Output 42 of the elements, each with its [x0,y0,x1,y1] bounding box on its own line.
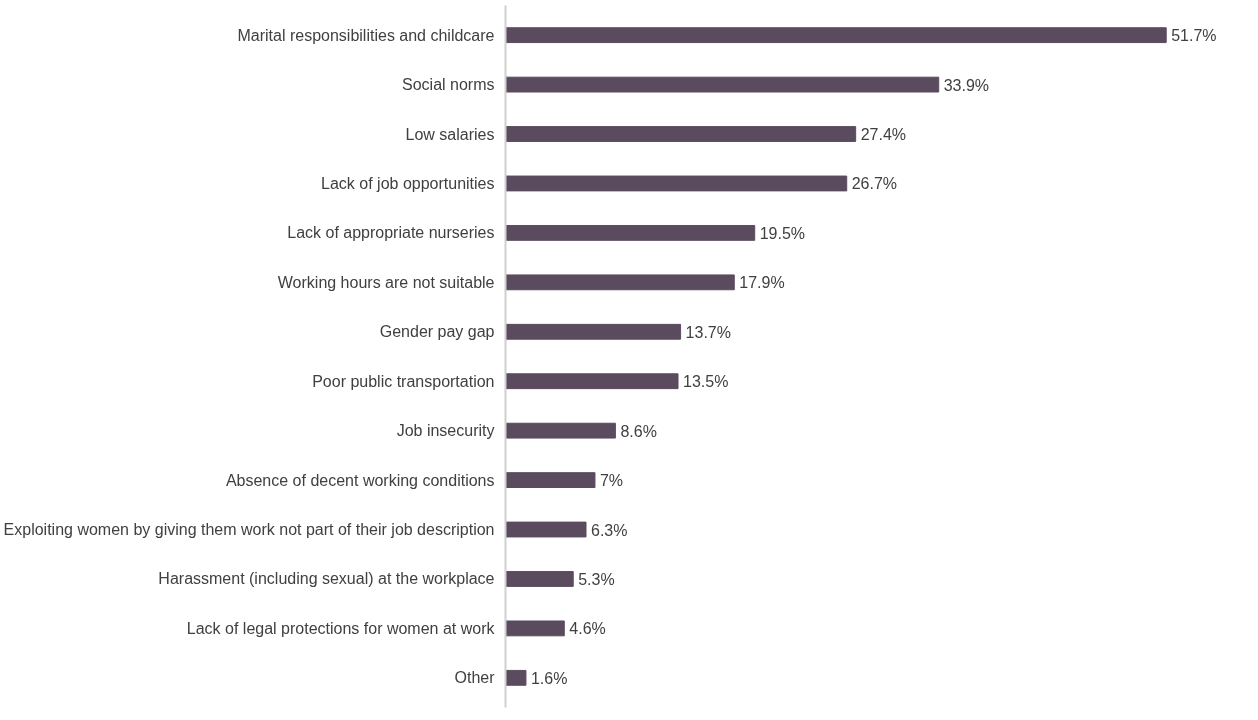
y-tick-label: Job insecurity [396,422,495,440]
bar [505,571,574,587]
bar [505,669,527,686]
data-label: 33.9% [943,76,990,94]
data-label: 26.7% [851,175,898,193]
bar [505,323,682,340]
y-tick-label: Lack of legal protections for women at work [186,619,496,637]
bar [505,126,857,142]
bar [505,521,587,538]
bar [505,175,848,192]
bar [505,472,596,489]
bar [505,274,735,291]
data-label: 7% [599,472,624,490]
bar [505,620,565,637]
bar [505,422,616,439]
data-label: 6.3% [591,521,628,539]
y-tick-label: Lack of job opportunities [321,174,495,192]
y-tick-label: Exploiting women by giving them work not part of their job description [3,521,495,539]
y-tick-label: Gender pay gap [379,323,495,341]
data-label: 13.7% [685,323,731,341]
data-label: 19.5% [759,224,806,242]
y-tick-label: Working hours are not suitable [277,273,495,291]
data-label: 1.6% [530,669,568,687]
data-label: 5.3% [578,570,615,588]
bar [505,373,679,390]
data-label: 17.9% [739,274,785,292]
y-tick-label: Poor public transportation [312,372,495,390]
bar [505,76,940,93]
y-tick-label: Low salaries [405,125,495,143]
y-tick-label: Social norms [402,76,495,94]
data-label: 27.4% [860,126,907,144]
data-label: 51.7% [1171,27,1217,45]
y-tick-label: Harassment (including sexual) at the workplace [158,570,495,588]
y-tick-label: Marital responsibilities and childcare [237,26,495,44]
bar [505,224,756,241]
y-tick-label: Absence of decent working conditions [225,471,495,489]
y-tick-label: Other [454,669,496,687]
data-label: 8.6% [620,422,657,440]
data-label: 4.6% [569,620,606,638]
data-label: 13.5% [683,373,729,391]
bar [505,27,1167,44]
y-tick-label: Lack of appropriate nurseries [287,224,495,242]
